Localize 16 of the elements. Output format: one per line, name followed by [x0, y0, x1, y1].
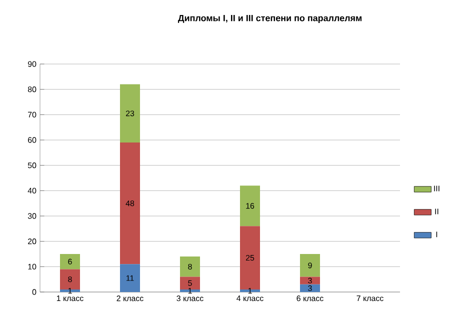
bar: [300, 284, 320, 292]
bar: [60, 254, 80, 270]
bar: [60, 289, 80, 292]
bar: [120, 264, 140, 292]
bar: [240, 289, 260, 292]
chart-title: Дипломы I, II и III степени по параллелям: [178, 14, 362, 24]
bar: [180, 256, 200, 277]
bar: [240, 226, 260, 290]
bar: [180, 276, 200, 290]
bar: [300, 254, 320, 277]
bar: [300, 276, 320, 284]
bar: [180, 289, 200, 292]
bar: [240, 186, 260, 226]
bar: [120, 142, 140, 264]
bar: [120, 84, 140, 143]
bar: [60, 269, 80, 290]
